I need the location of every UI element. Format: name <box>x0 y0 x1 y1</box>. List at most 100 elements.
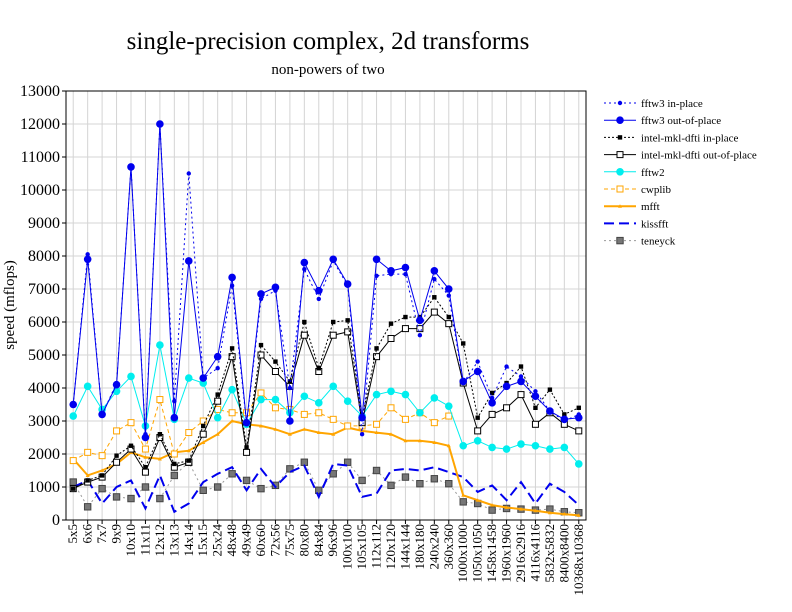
legend-label: fftw3 out-of-place <box>641 115 721 127</box>
y-tick-label: 1000 <box>28 479 60 496</box>
data-point <box>401 390 410 399</box>
legend-label: teneyck <box>641 236 676 248</box>
data-point <box>488 410 496 418</box>
legend-item-fftw3-out-of-place: fftw3 out-of-place <box>604 115 721 127</box>
data-point <box>83 382 92 391</box>
data-point <box>373 353 381 361</box>
data-point <box>388 321 394 326</box>
data-point <box>242 476 251 485</box>
x-tick-label: 5x5 <box>65 524 80 544</box>
data-point <box>490 503 495 507</box>
x-axis: 5x5 6x6 7x7 9x9 10x10 11x11 12x12 13x13 14x14 15x… <box>65 520 586 596</box>
data-point <box>300 392 309 401</box>
chart-title: single-precision complex, 2d transforms <box>126 28 530 55</box>
y-tick-label: 5000 <box>28 347 60 364</box>
legend: fftw3 in-place fftw3 out-of-place intel-mk… <box>604 98 757 248</box>
data-point <box>359 432 365 437</box>
data-point <box>387 481 395 490</box>
legend-marker <box>618 204 622 208</box>
data-point <box>172 399 177 404</box>
data-point <box>273 427 278 431</box>
data-point <box>287 379 293 384</box>
data-point <box>417 333 423 338</box>
data-point <box>157 121 163 127</box>
x-tick-label: 360x360 <box>441 524 456 570</box>
data-point <box>141 468 149 476</box>
data-point <box>156 396 164 404</box>
legend-item-teneyck: teneyck <box>604 236 676 248</box>
data-point <box>316 366 321 371</box>
legend-marker <box>616 236 624 245</box>
data-point <box>459 441 468 450</box>
data-point <box>85 478 90 483</box>
data-point <box>387 267 395 275</box>
y-tick-label: 2000 <box>28 446 60 463</box>
data-point <box>199 486 207 495</box>
x-tick-label: 75x75 <box>282 524 297 557</box>
x-tick-label: 14x14 <box>181 524 196 557</box>
data-point <box>143 455 148 459</box>
data-point <box>128 443 134 448</box>
x-tick-label: 48x48 <box>224 524 239 557</box>
y-tick-label: 0 <box>52 512 60 529</box>
data-point <box>184 257 193 265</box>
data-point <box>430 308 438 316</box>
data-point <box>345 318 350 323</box>
y-axis: 0 1000 2000 3000 4000 5000 6000 7000 8000 9000 100… <box>20 83 66 529</box>
data-point <box>387 387 395 396</box>
y-tick-label: 11000 <box>21 149 60 166</box>
data-point <box>258 342 264 348</box>
x-tick-label: 144x144 <box>397 524 412 570</box>
data-point <box>141 445 149 453</box>
data-point <box>574 460 583 468</box>
data-point <box>156 494 164 503</box>
data-point <box>286 408 294 417</box>
data-point <box>474 427 482 435</box>
x-tick-label: 6x6 <box>80 524 95 544</box>
data-point <box>286 465 294 473</box>
data-point <box>329 382 338 391</box>
data-point <box>69 457 77 465</box>
data-point <box>343 397 352 406</box>
series-kissfft <box>72 462 580 514</box>
data-point <box>329 331 337 339</box>
data-point <box>489 390 495 396</box>
data-point <box>576 405 581 410</box>
data-point <box>257 395 265 404</box>
data-point <box>344 328 352 336</box>
legend-item-fftw2: fftw2 <box>604 167 665 179</box>
legend-item-mfft: mfft <box>604 201 660 213</box>
data-point <box>489 395 495 401</box>
x-tick-label: 240x240 <box>426 524 441 570</box>
data-point <box>533 508 538 513</box>
data-point <box>432 276 437 282</box>
y-tick-label: 4000 <box>28 380 60 397</box>
data-point <box>445 480 453 488</box>
data-point <box>517 377 525 386</box>
legend-label: cwplib <box>641 184 671 196</box>
data-point <box>473 437 482 445</box>
y-tick-label: 9000 <box>28 215 60 232</box>
data-point <box>547 408 553 414</box>
x-tick-label: 8400x8400 <box>556 524 571 583</box>
data-point <box>271 395 280 404</box>
data-point <box>186 171 191 176</box>
data-point <box>316 430 321 435</box>
data-point <box>387 335 395 342</box>
x-tick-label: 2916x2916 <box>513 524 528 583</box>
data-point <box>314 399 323 407</box>
x-tick-label: 11x11 <box>137 524 152 556</box>
x-tick-label: 1458x1458 <box>484 524 499 583</box>
data-point <box>517 440 525 448</box>
data-point <box>343 458 352 466</box>
data-point <box>157 456 162 461</box>
data-point <box>141 433 150 442</box>
data-point <box>374 430 379 435</box>
legend-label: intel-mkl-dfti in-place <box>641 132 739 144</box>
data-point <box>430 267 439 275</box>
data-point <box>331 258 336 264</box>
x-tick-label: 80x80 <box>296 524 311 557</box>
x-tick-label: 1000x1000 <box>455 524 470 583</box>
data-point <box>302 427 307 431</box>
data-point <box>215 366 220 371</box>
